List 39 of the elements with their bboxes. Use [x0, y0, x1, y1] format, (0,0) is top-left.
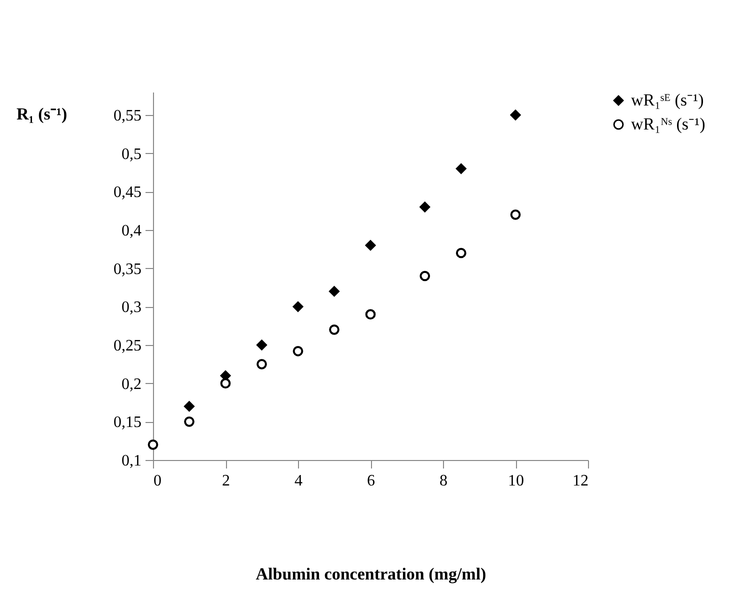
- legend-label: wR₁ᴺˢ (s⁻¹): [631, 114, 706, 134]
- x-tick-label: 6: [367, 472, 375, 490]
- x-tick-label: 2: [222, 472, 230, 490]
- x-axis-title: Albumin concentration (mg/ml): [256, 564, 486, 584]
- point: [184, 416, 194, 427]
- point: [184, 401, 194, 412]
- point: [220, 378, 231, 389]
- point: [256, 340, 267, 350]
- x-tick-label: 12: [572, 472, 588, 490]
- point: [292, 346, 304, 356]
- y-tick-label: 0,15: [114, 414, 142, 432]
- x-tick-label: 0: [154, 472, 162, 490]
- point: [256, 358, 267, 370]
- x-tick-label: 10: [508, 472, 524, 490]
- point: [420, 202, 430, 212]
- y-tick-label: 0,3: [122, 299, 142, 316]
- point: [329, 286, 340, 297]
- point: [456, 248, 466, 258]
- y-tick-label: 0,4: [122, 222, 142, 240]
- point: [365, 240, 376, 251]
- point: [292, 301, 304, 312]
- x-tick-label: 8: [440, 472, 448, 490]
- y-tick-label: 0,35: [114, 260, 142, 278]
- y-tick-label: 0,55: [114, 108, 142, 124]
- x-tick-label: 4: [294, 472, 302, 490]
- point: [365, 309, 376, 320]
- y-tick-label: 0,5: [122, 146, 142, 163]
- y-tick-label: 0,2: [122, 376, 142, 393]
- y-tick-label: 0,45: [114, 184, 142, 202]
- y-tick-label: 0,25: [114, 338, 142, 354]
- point: [148, 439, 158, 450]
- y-axis-title: R₁ (s⁻¹): [16, 104, 68, 124]
- point: [510, 209, 521, 220]
- y-tick-label: 0,1: [122, 452, 142, 470]
- point: [510, 110, 521, 120]
- point: [420, 270, 430, 282]
- point: [329, 324, 340, 335]
- point: [456, 163, 466, 174]
- legend-label: wR₁ˢᴱ (s⁻¹): [631, 90, 704, 110]
